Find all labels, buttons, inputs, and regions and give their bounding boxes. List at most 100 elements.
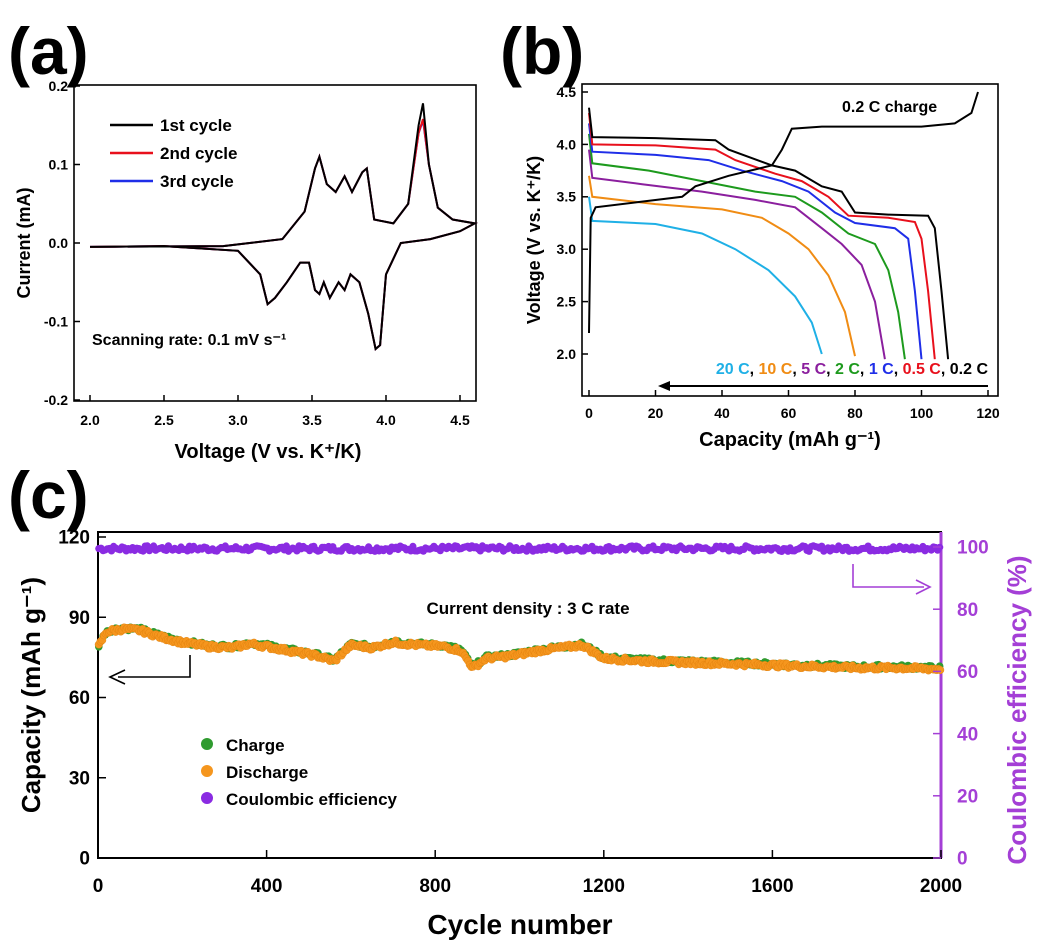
panel-a-plot-frame: [73, 84, 477, 402]
panel-a-y-tick-label: -0.2: [44, 392, 68, 408]
panel-c-x-ticks: 0 400 800 1200 1600 2000: [93, 850, 962, 897]
panel-c-x-tick-label: 400: [251, 876, 283, 897]
panel-b-x-tick-label: 120: [976, 405, 1000, 421]
panel-a-y-tick-label: 0.2: [49, 78, 69, 94]
panel-c-label: (c): [8, 458, 89, 532]
panel-a-x-tick-label: 3.5: [302, 412, 322, 428]
panel-b-arrowhead: [658, 381, 670, 391]
panel-b-charge-annotation: 0.2 C charge: [842, 99, 937, 116]
panel-c-y2-tick-label: 60: [957, 662, 978, 683]
panel-c-y-tick-label: 90: [69, 608, 90, 629]
panel-c-x-tick-label: 800: [419, 876, 451, 897]
discharge-curve-0.2-C: [588, 107, 950, 360]
rate-label-separator: ,: [894, 361, 903, 378]
panel-b-y-tick-label: 3.5: [557, 189, 577, 205]
discharge-curve-20-C: [588, 196, 823, 355]
panel-a-x-tick-label: 4.5: [450, 412, 470, 428]
rate-label-separator: ,: [941, 361, 950, 378]
panel-c-x-tick-label: 0: [93, 876, 104, 897]
panel-c-y2-tick-label: 100: [957, 538, 989, 559]
panel-c-x-tick-label: 1600: [751, 876, 793, 897]
discharge-point: [936, 666, 945, 675]
panel-c-y-tick-label: 120: [58, 528, 90, 549]
panel-c-legend: Charge Discharge Coulombic efficiency: [201, 736, 398, 809]
panel-a-scan-rate-annotation: Scanning rate: 0.1 mV s⁻¹: [92, 332, 286, 349]
panel-c-series: [94, 542, 945, 675]
legend-marker-discharge: [201, 765, 213, 777]
panel-a-legend: 1st cycle 2nd cycle 3rd cycle: [110, 116, 238, 191]
legend-label-discharge: Discharge: [226, 763, 308, 782]
cv-curve-1st-cycle: [89, 103, 478, 351]
rate-label-1-C: 1 C: [869, 361, 894, 378]
panel-a-x-tick-label: 3.0: [228, 412, 248, 428]
panel-a-x-tick-label: 2.5: [154, 412, 174, 428]
panel-b-x-tick-label: 20: [648, 405, 664, 421]
panel-a-x-ticks: 2.0 2.5 3.0 3.5 4.0 4.5: [80, 395, 470, 428]
panel-c-right-axis-arrow: [852, 564, 924, 588]
rate-label-10-C: 10 C: [759, 361, 793, 378]
panel-a: (a) 2.0 2.5 3.0 3.5 4.0 4.5 -0.2 -0.1 0.0 0.1 0.2…: [8, 14, 478, 463]
panel-c-left-axis-arrowhead: [108, 669, 126, 685]
panel-b-y-tick-label: 2.5: [557, 294, 577, 310]
panel-c-right-axis-arrowhead: [915, 579, 932, 595]
discharge-curve-0.5-C: [588, 112, 936, 360]
rate-label-0.5-C: 0.5 C: [903, 361, 942, 378]
panel-b-x-tick-label: 60: [781, 405, 797, 421]
panel-c-plot-frame: [97, 531, 942, 859]
panel-b-x-ticks: 0 20 40 60 80 100 120: [585, 390, 1000, 421]
panel-b-y-tick-label: 4.0: [557, 136, 577, 152]
panel-b-rate-labels: 20 C, 10 C, 5 C, 2 C, 1 C, 0.5 C, 0.2 C: [716, 361, 989, 378]
panel-b-series: [588, 91, 979, 360]
legend-label-1st-cycle: 1st cycle: [160, 116, 232, 135]
panel-c-y-tick-label: 30: [69, 768, 90, 789]
panel-b-y-tick-label: 3.0: [557, 241, 577, 257]
panel-b-x-tick-label: 80: [847, 405, 863, 421]
panel-a-x-tick-label: 4.0: [376, 412, 396, 428]
rate-label-separator: ,: [826, 361, 835, 378]
panel-b: (b) 0 20 40 60 80 100 120 2.0 2.5 3.0 3.5 4.0 4.5 C…: [500, 14, 1000, 451]
panel-c-x-tick-label: 2000: [920, 876, 962, 897]
legend-label-charge: Charge: [226, 736, 285, 755]
panel-c-y-ticks: 0 30 60 90 120: [58, 528, 106, 870]
panel-a-x-axis-label: Voltage (V vs. K⁺/K): [175, 441, 362, 463]
panel-b-y-ticks: 2.0 2.5 3.0 3.5 4.0 4.5: [557, 84, 588, 362]
legend-label-3rd-cycle: 3rd cycle: [160, 172, 234, 191]
panel-c-left-axis-arrow: [118, 655, 191, 678]
rate-label-5-C: 5 C: [801, 361, 826, 378]
panel-c-x-axis-label: Cycle number: [427, 909, 612, 940]
discharge-curve-1-C: [588, 123, 923, 360]
panel-a-series: [89, 103, 478, 351]
series-coulombic-efficiency: [95, 542, 944, 556]
series-discharge: [94, 623, 945, 675]
panel-a-y-tick-label: -0.1: [44, 313, 68, 329]
panel-c-current-density-annotation: Current density : 3 C rate: [426, 599, 629, 618]
panel-b-x-tick-label: 100: [910, 405, 934, 421]
panel-a-y-axis-label: Current (mA): [14, 187, 34, 298]
rate-label-separator: ,: [750, 361, 759, 378]
panel-c-y2-axis-label: Coulombic efficiency (%): [1002, 555, 1032, 864]
panel-a-label: (a): [8, 14, 89, 88]
panel-b-y-tick-label: 4.5: [557, 84, 577, 100]
panel-c-y2-ticks: 0 20 40 60 80 100: [933, 538, 989, 870]
panel-c: (c) 0 400 800 1200 1600 2000 0 30 60 90 120 0 20 40…: [8, 458, 1032, 940]
panel-b-plot-frame: [581, 83, 999, 397]
panel-a-x-tick-label: 2.0: [80, 412, 100, 428]
panel-c-y2-tick-label: 0: [957, 849, 968, 870]
panel-c-y-tick-label: 0: [79, 849, 90, 870]
panel-b-y-tick-label: 2.0: [557, 346, 577, 362]
legend-label-coulombic-efficiency: Coulombic efficiency: [226, 790, 398, 809]
rate-label-2-C: 2 C: [835, 361, 860, 378]
panel-b-x-tick-label: 0: [585, 405, 593, 421]
panel-c-y2-tick-label: 20: [957, 786, 978, 807]
panel-c-x-tick-label: 1200: [583, 876, 625, 897]
panel-b-label: (b): [500, 14, 584, 88]
rate-label-0.2-C: 0.2 C: [950, 361, 989, 378]
panel-a-y-ticks: -0.2 -0.1 0.0 0.1 0.2: [44, 78, 80, 408]
panel-c-y2-tick-label: 80: [957, 600, 978, 621]
discharge-curve-5-C: [588, 149, 886, 360]
panel-c-y-tick-label: 60: [69, 688, 90, 709]
panel-a-y-tick-label: 0.0: [49, 235, 69, 251]
discharge-curve-10-C: [588, 175, 856, 357]
panel-c-y2-tick-label: 40: [957, 724, 978, 745]
